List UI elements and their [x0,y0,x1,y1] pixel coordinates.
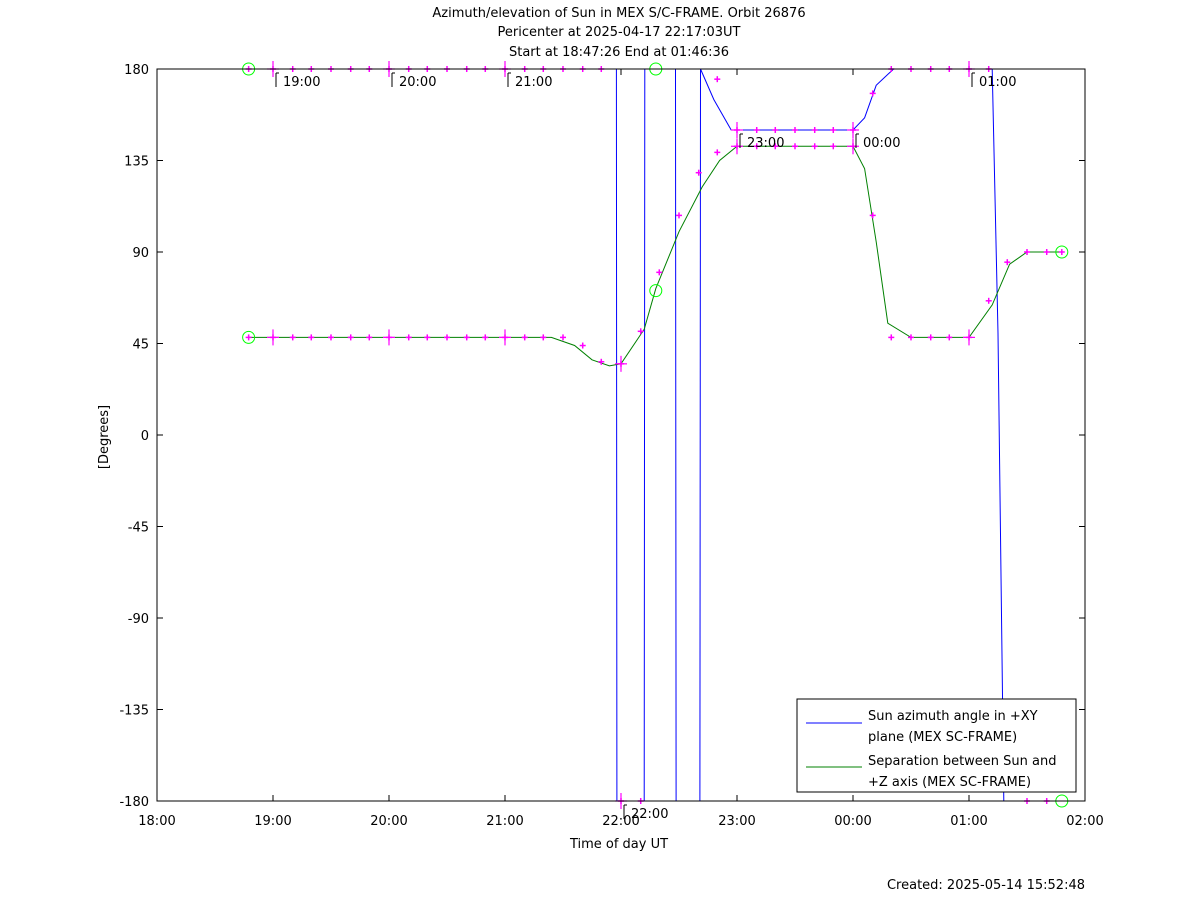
y-tick-label: 135 [124,155,149,170]
time-label: 19:00 [283,75,320,90]
y-tick-label: -180 [119,795,149,810]
time-label: 00:00 [863,136,900,151]
x-tick-label: 02:00 [1066,814,1103,829]
time-label: 23:00 [747,136,784,151]
title-line-2: Pericenter at 2025-04-17 22:17:03UT [497,25,740,40]
y-tick-label: -135 [119,704,149,719]
x-tick-label: 19:00 [254,814,291,829]
y-tick-label: 45 [132,338,149,353]
x-tick-label: 20:00 [370,814,407,829]
x-tick-label: 18:00 [138,814,175,829]
time-label: 20:00 [399,75,436,90]
y-axis-label: [Degrees] [97,405,112,469]
legend-label-azimuth-2: plane (MEX SC-FRAME) [868,730,1017,745]
boundary-marker [1055,245,1069,259]
legend-label-separation-2: +Z axis (MEX SC-FRAME) [868,775,1031,790]
legend: Sun azimuth angle in +XY plane (MEX SC-F… [796,698,1077,793]
y-tick-label: -90 [128,612,149,627]
time-label: 22:00 [631,807,668,822]
plot-series [248,68,1062,802]
plot-frame [156,68,1086,802]
boundary-marker [242,330,256,344]
x-tick-label: 22:00 [602,814,639,829]
axes: 18:00 19:00 20:00 21:00 22:00 23:00 00:00 01:00… [119,63,1103,829]
x-axis-label: Time of day UT [569,837,668,852]
plot-markers [242,61,1069,809]
y-tick-label: 0 [141,429,149,444]
legend-label-separation-1: Separation between Sun and [868,754,1056,769]
x-tick-label: 21:00 [486,814,523,829]
boundary-marker [649,284,663,298]
y-tick-label: 180 [124,63,149,78]
x-tick-label: 23:00 [718,814,755,829]
legend-label-azimuth-1: Sun azimuth angle in +XY [868,709,1038,724]
title-line-3: Start at 18:47:26 End at 01:46:36 [509,45,729,60]
y-tick-label: -45 [128,521,149,536]
x-tick-label: 00:00 [834,814,871,829]
title-line-1: Azimuth/elevation of Sun in MEX S/C-FRAM… [432,6,805,21]
time-label: 01:00 [979,75,1016,90]
y-tick-label: 90 [132,246,149,261]
created-timestamp: Created: 2025-05-14 15:52:48 [887,878,1085,893]
legend-box [796,698,1077,793]
chart-title: Azimuth/elevation of Sun in MEX S/C-FRAM… [432,6,805,60]
time-label: 21:00 [515,75,552,90]
x-tick-label: 01:00 [950,814,987,829]
azimuth-line [248,68,1062,802]
separation-line [248,145,1062,367]
time-labels: 19:00 20:00 21:00 22:00 23:00 00:00 01:00 [275,72,1016,822]
